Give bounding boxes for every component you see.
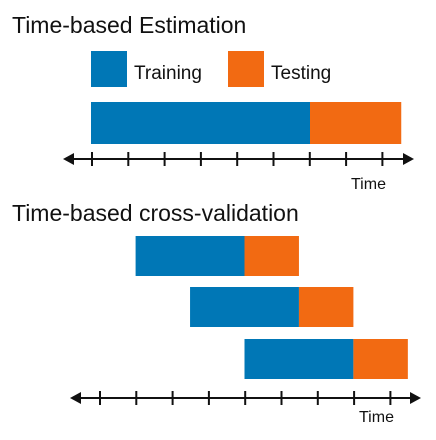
cross-validation-title: Time-based cross-validation xyxy=(12,200,299,226)
cv-fold-3-testing-bar xyxy=(353,339,408,379)
cross-validation-axis-arrow-right xyxy=(410,392,421,404)
legend-training-swatch xyxy=(91,51,127,87)
estimation-testing-bar xyxy=(310,102,402,144)
cross-validation-axis-arrow-left xyxy=(70,392,81,404)
cross-validation-folds xyxy=(135,236,408,379)
legend-training-label: Training xyxy=(134,63,202,84)
cv-fold-2-training-bar xyxy=(190,287,299,327)
estimation-axis-arrow-right xyxy=(403,153,414,165)
estimation-axis-arrow-left xyxy=(63,153,74,165)
cross-validation-time-axis xyxy=(70,391,421,405)
cross-validation-axis-label: Time xyxy=(359,409,394,426)
cv-fold-3-training-bar xyxy=(244,339,354,379)
estimation-axis-label: Time xyxy=(351,176,386,193)
cv-fold-1-training-bar xyxy=(135,236,245,276)
legend-testing-swatch xyxy=(228,51,264,87)
estimation-training-bar xyxy=(91,102,310,144)
cv-fold-2-testing-bar xyxy=(298,287,354,327)
estimation-title: Time-based Estimation xyxy=(12,12,246,38)
estimation-time-axis xyxy=(63,152,414,166)
legend-testing-label: Testing xyxy=(271,63,331,84)
cv-fold-1-testing-bar xyxy=(244,236,299,276)
